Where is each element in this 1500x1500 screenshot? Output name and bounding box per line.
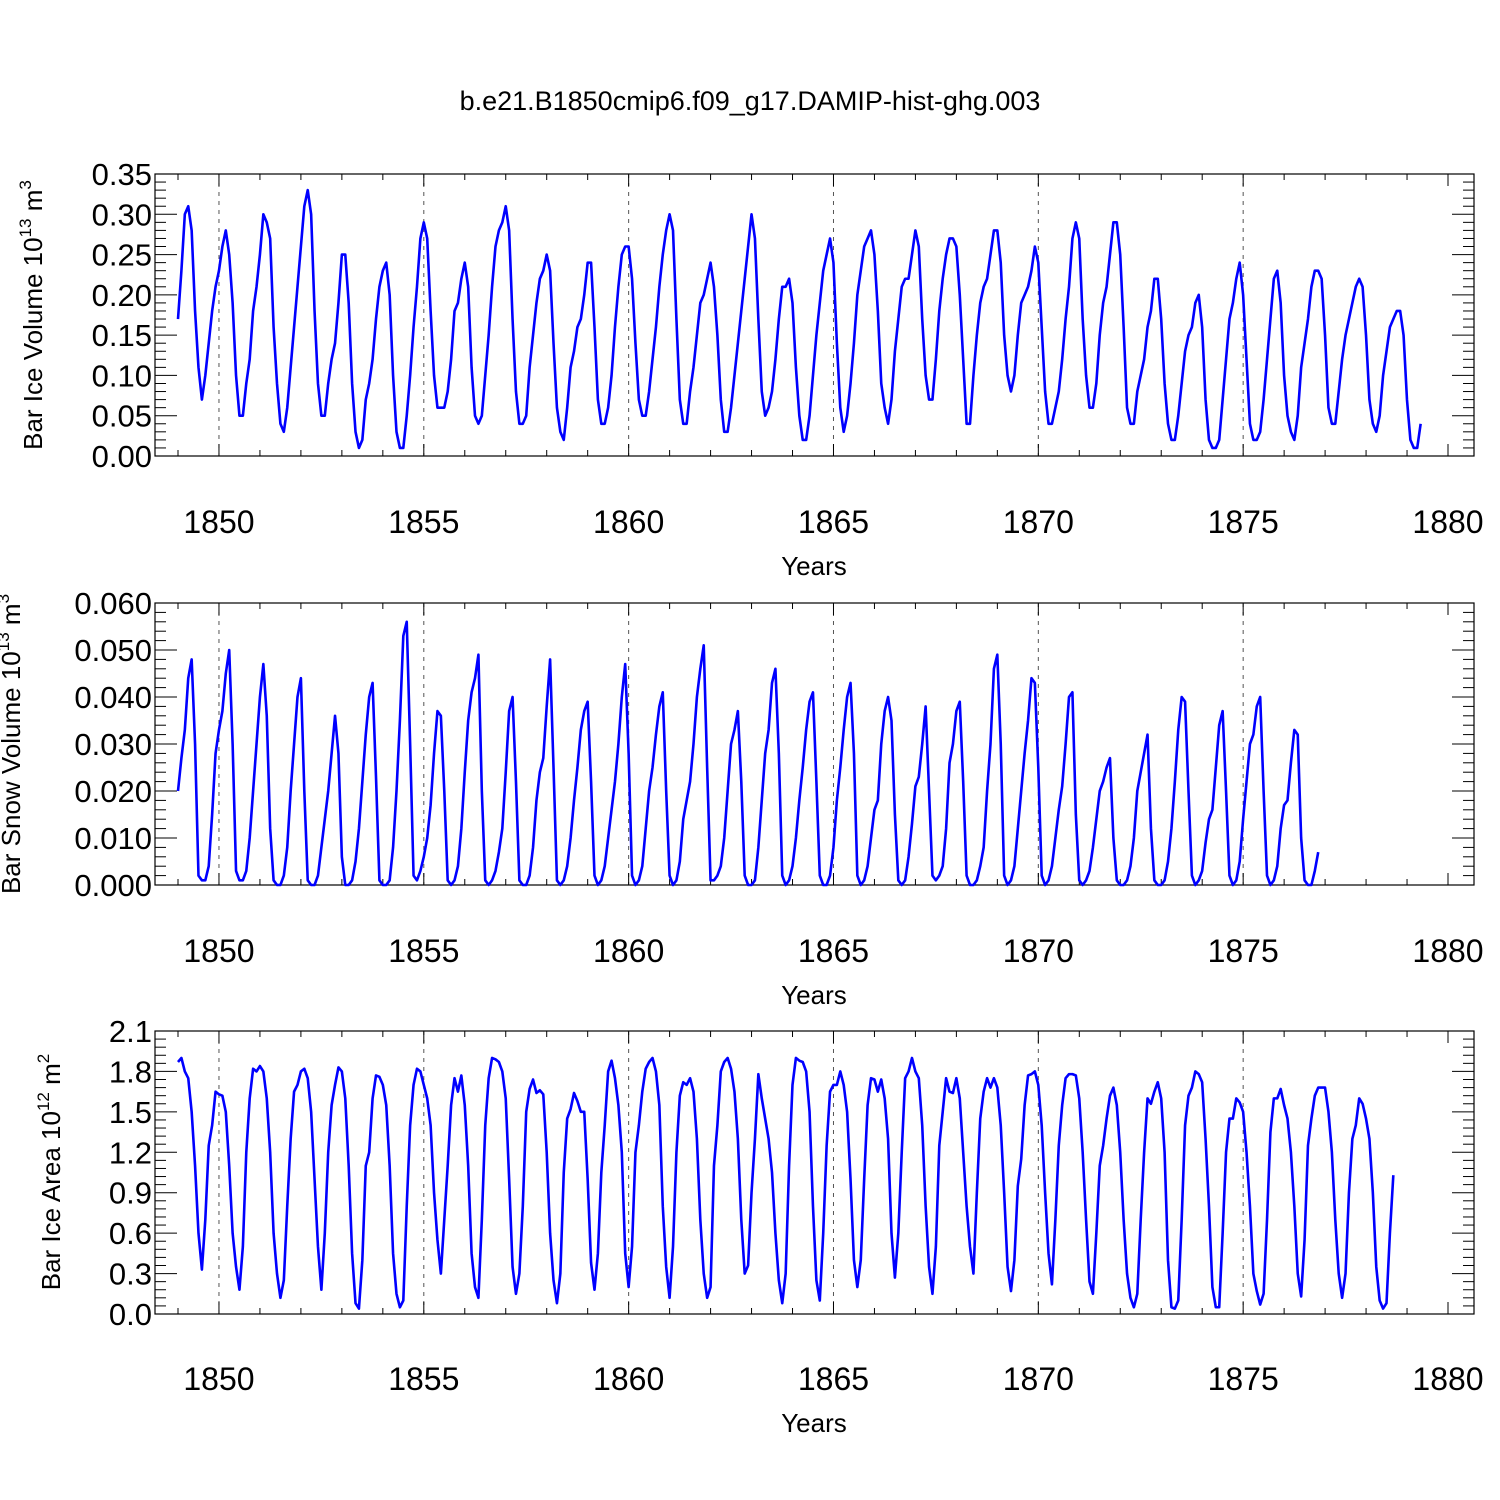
x-axis-label: Years — [781, 1408, 847, 1438]
y-tick-label: 0.00 — [92, 439, 152, 474]
x-tick-label: 1875 — [1208, 933, 1279, 969]
y-tick-label: 0.030 — [74, 727, 152, 762]
x-tick-label: 1850 — [183, 504, 254, 540]
x-tick-label: 1880 — [1412, 504, 1483, 540]
y-tick-label: 2.1 — [109, 1014, 152, 1049]
y-tick-label: 0.35 — [92, 157, 152, 192]
y-axis-label: Bar Snow Volume 1013 m3 — [0, 594, 26, 894]
y-tick-label: 1.5 — [109, 1095, 152, 1130]
y-axis-label: Bar Ice Area 1012 m2 — [34, 1054, 66, 1291]
x-axis-label: Years — [781, 980, 847, 1010]
plot-frame — [154, 173, 1475, 457]
plot-frame — [154, 1030, 1475, 1315]
y-tick-label: 0.9 — [109, 1176, 152, 1211]
x-tick-label: 1860 — [593, 504, 664, 540]
x-tick-label: 1850 — [183, 1361, 254, 1397]
y-tick-label: 0.30 — [92, 197, 152, 232]
y-tick-label: 0.040 — [74, 680, 152, 715]
x-tick-label: 1855 — [388, 933, 459, 969]
y-tick-label: 1.2 — [109, 1135, 152, 1170]
y-tick-label: 0.20 — [92, 278, 152, 313]
x-tick-label: 1865 — [798, 1361, 869, 1397]
x-tick-label: 1870 — [1003, 933, 1074, 969]
x-tick-label: 1865 — [798, 504, 869, 540]
y-tick-label: 0.05 — [92, 399, 152, 434]
y-tick-label: 0.6 — [109, 1216, 152, 1251]
series-line — [176, 188, 1422, 450]
y-tick-label: 0.10 — [92, 358, 152, 393]
y-tick-label: 0.0 — [109, 1297, 152, 1332]
y-tick-label: 0.060 — [74, 586, 152, 621]
x-tick-label: 1875 — [1208, 1361, 1279, 1397]
x-tick-label: 1880 — [1412, 933, 1483, 969]
series-line — [177, 1056, 1395, 1310]
ice-volume-panel: 1850 1855 1860 1865 1870 1875 1880 0.00 0.05 0.10… — [16, 157, 1484, 581]
x-tick-label: 1870 — [1003, 1361, 1074, 1397]
y-tick-label: 0.010 — [74, 821, 152, 856]
snow-volume-panel: 1850 1855 1860 1865 1870 1875 1880 0.000 0.010 0.… — [0, 586, 1484, 1010]
ice-area-panel: 1850 1855 1860 1865 1870 1875 1880 0.0 0.3 0.6 0.9… — [34, 1014, 1484, 1438]
y-tick-label: 0.3 — [109, 1257, 152, 1292]
y-tick-label: 0.020 — [74, 774, 152, 809]
chart-title: b.e21.B1850cmip6.f09_g17.DAMIP-hist-ghg.… — [460, 86, 1041, 116]
x-axis-label: Years — [781, 551, 847, 581]
x-tick-label: 1870 — [1003, 504, 1074, 540]
x-tick-label: 1880 — [1412, 1361, 1483, 1397]
x-tick-label: 1865 — [798, 933, 869, 969]
y-tick-label: 0.000 — [74, 868, 152, 903]
x-tick-label: 1860 — [593, 1361, 664, 1397]
series-line — [176, 620, 1320, 887]
x-tick-label: 1855 — [388, 504, 459, 540]
y-tick-label: 0.050 — [74, 633, 152, 668]
y-axis-label: Bar Ice Volume 1013 m3 — [16, 180, 48, 450]
y-tick-label: 0.15 — [92, 318, 152, 353]
x-tick-label: 1850 — [183, 933, 254, 969]
y-tick-label: 0.25 — [92, 238, 152, 273]
x-tick-label: 1855 — [388, 1361, 459, 1397]
y-tick-label: 1.8 — [109, 1054, 152, 1089]
x-tick-label: 1860 — [593, 933, 664, 969]
x-tick-label: 1875 — [1208, 504, 1279, 540]
